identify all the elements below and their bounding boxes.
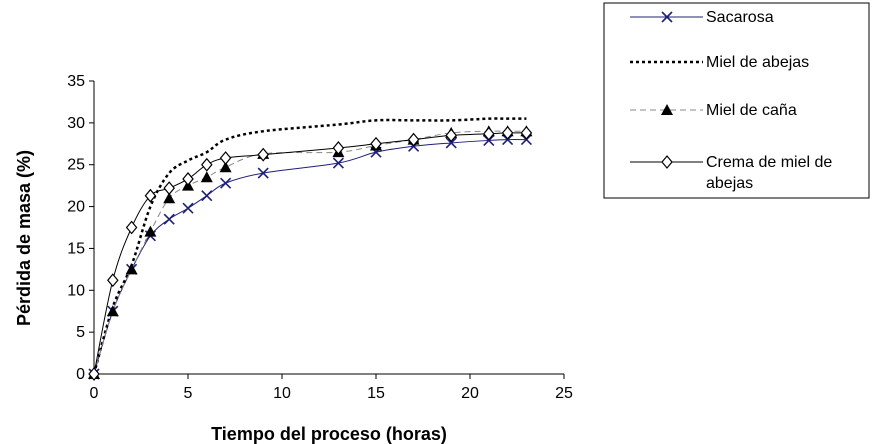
legend-label: Miel de caña [706, 102, 797, 119]
marker-diamond [257, 147, 269, 162]
y-tick-label: 30 [67, 115, 85, 132]
y-tick-label: 25 [67, 157, 85, 174]
marker-x [332, 157, 344, 169]
legend-item: Miel de caña [630, 102, 797, 119]
x-tick-label: 10 [273, 385, 291, 402]
marker-diamond [144, 188, 157, 203]
x-axis-title: Tiempo del proceso (horas) [211, 424, 447, 444]
marker-diamond [370, 136, 382, 151]
marker-diamond [407, 132, 420, 147]
marker-x [220, 177, 232, 189]
marker-diamond [483, 126, 495, 141]
marker-triangle [163, 192, 176, 204]
axes: 0 5 10 15 20 25 30 35 0 5 10 15 20 25 [67, 73, 573, 402]
legend-item: Crema de miel de abejas [630, 154, 832, 192]
marker-triangle [661, 104, 673, 115]
y-tick-label: 15 [67, 240, 85, 257]
marker-x [445, 137, 457, 149]
legend-item: Miel de abejas [630, 54, 809, 71]
legend-item: Sacarosa [630, 9, 774, 26]
marker-x [257, 167, 269, 179]
marker-triangle [125, 263, 138, 275]
legend-label: Sacarosa [706, 9, 774, 26]
legend-label: Miel de abejas [706, 54, 809, 71]
marker-triangle [219, 161, 232, 173]
marker-diamond [219, 151, 232, 165]
marker-diamond [501, 125, 514, 140]
y-axis-title: Pérdida de masa (%) [14, 150, 34, 326]
marker-x [182, 202, 194, 214]
marker-diamond [201, 157, 213, 172]
marker-diamond [88, 367, 100, 381]
series-4 [88, 125, 533, 381]
marker-triangle [106, 305, 119, 317]
legend-box [603, 2, 870, 199]
x-tick-label: 15 [367, 385, 385, 402]
x-tick-label: 5 [184, 385, 193, 402]
marker-triangle [144, 225, 157, 237]
series-line [93, 132, 527, 375]
plot-area [88, 117, 533, 381]
series-3 [88, 125, 533, 379]
series-line [92, 117, 527, 375]
series-1 [88, 134, 532, 380]
y-tick-label: 35 [67, 73, 85, 90]
marker-x [661, 11, 673, 23]
marker-x [163, 213, 175, 225]
legend-label: Crema de miel de abejas [706, 154, 832, 192]
series-2 [92, 117, 527, 375]
x-tick-label: 20 [461, 385, 479, 402]
marker-x [201, 190, 213, 202]
marker-diamond [163, 181, 175, 196]
marker-diamond [661, 155, 673, 169]
x-tick-label: 0 [90, 385, 99, 402]
series-line [93, 130, 527, 375]
marker-diamond [520, 125, 533, 140]
marker-triangle [200, 171, 213, 183]
marker-diamond [107, 273, 119, 288]
marker-diamond [125, 220, 138, 235]
series-line [93, 139, 527, 375]
y-tick-label: 0 [76, 366, 85, 383]
legend: Sacarosa Miel de abejas Miel de caña Crema … [603, 2, 870, 199]
marker-diamond [445, 128, 457, 143]
x-tick-label: 25 [555, 385, 573, 402]
marker-diamond [182, 172, 194, 186]
y-tick-label: 20 [67, 199, 85, 216]
marker-diamond [332, 141, 345, 155]
y-tick-label: 10 [67, 282, 85, 299]
y-tick-label: 5 [76, 324, 85, 341]
